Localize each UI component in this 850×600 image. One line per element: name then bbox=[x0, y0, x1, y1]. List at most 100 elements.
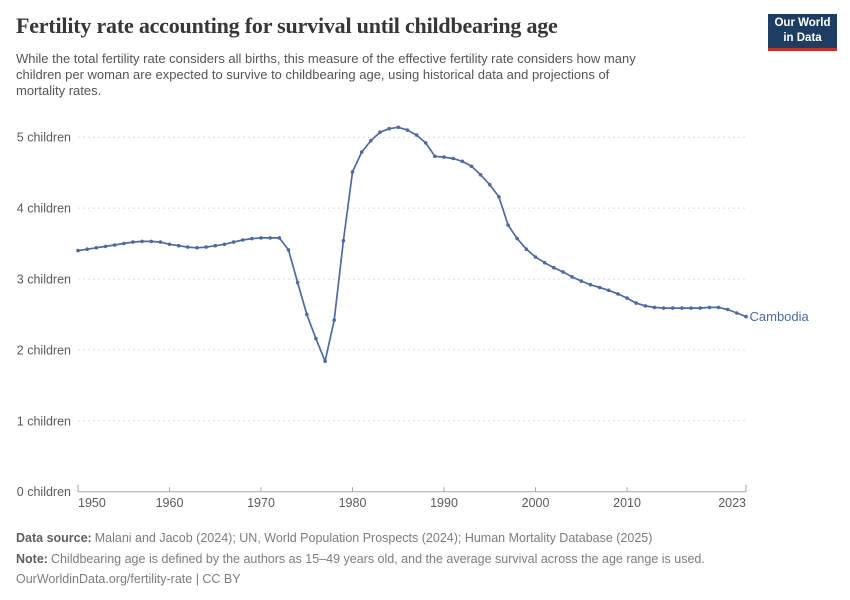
data-point bbox=[488, 182, 492, 187]
data-point bbox=[369, 138, 373, 143]
data-point bbox=[131, 240, 135, 244]
data-source-label: Data source: bbox=[16, 531, 92, 545]
cambodia-series-label[interactable]: Cambodia bbox=[750, 309, 810, 324]
data-point bbox=[643, 304, 648, 308]
data-point bbox=[442, 155, 446, 159]
data-source-line: Data source: Malani and Jacob (2024); UN,… bbox=[16, 528, 836, 549]
fertility-chart-svg: 0 children 1 children 2 children 3 children… bbox=[17, 125, 810, 510]
data-point bbox=[112, 243, 117, 247]
data-point bbox=[295, 280, 300, 285]
data-point bbox=[689, 306, 693, 310]
data-point bbox=[423, 141, 428, 145]
data-point bbox=[76, 248, 80, 253]
y-axis-label: 1 children bbox=[17, 414, 71, 428]
x-axis-label: 2000 bbox=[522, 496, 550, 510]
data-point bbox=[323, 359, 327, 363]
data-point bbox=[94, 246, 99, 250]
x-axis-ticks: 1950 1960 1970 1980 1990 2000 2010 2023 bbox=[77, 484, 747, 510]
data-point bbox=[661, 306, 666, 310]
data-point bbox=[277, 236, 282, 240]
data-point bbox=[634, 301, 638, 305]
y-axis-label: 4 children bbox=[17, 202, 71, 216]
data-point bbox=[378, 130, 382, 134]
page-title: Fertility rate accounting for survival u… bbox=[16, 13, 558, 38]
chart-subtitle: While the total fertility rate considers… bbox=[16, 51, 636, 100]
note-line: Note: Childbearing age is defined by the … bbox=[16, 549, 836, 570]
data-point bbox=[158, 240, 163, 244]
data-point bbox=[341, 238, 346, 243]
data-point bbox=[332, 318, 337, 322]
data-point bbox=[314, 336, 318, 341]
y-axis-label: 5 children bbox=[17, 131, 71, 145]
data-point bbox=[460, 159, 465, 164]
subtitle-line: mortality rates. bbox=[16, 83, 102, 99]
data-point bbox=[497, 195, 501, 199]
subtitle-line: children per woman are expected to survi… bbox=[16, 67, 610, 83]
data-point bbox=[625, 296, 629, 300]
x-axis-label: 2010 bbox=[613, 496, 641, 510]
data-point bbox=[204, 245, 208, 249]
x-axis-label: 1990 bbox=[430, 496, 458, 510]
data-point bbox=[414, 133, 419, 137]
citation-link[interactable]: OurWorldinData.org/fertility-rate | CC B… bbox=[16, 572, 241, 586]
data-point bbox=[305, 312, 309, 317]
data-point bbox=[186, 245, 190, 249]
data-source-text: Malani and Jacob (2024); UN, World Popul… bbox=[94, 531, 653, 545]
subtitle-line: While the total fertility rate considers… bbox=[16, 51, 636, 66]
y-axis-label: 3 children bbox=[17, 273, 71, 287]
x-axis-label: 2023 bbox=[718, 496, 746, 510]
data-point bbox=[350, 170, 355, 174]
owid-logo[interactable]: Our World in Data bbox=[768, 14, 837, 51]
data-point bbox=[149, 239, 153, 244]
data-point bbox=[707, 305, 712, 310]
data-point bbox=[606, 288, 611, 293]
data-point bbox=[396, 125, 401, 130]
data-point bbox=[671, 306, 675, 310]
data-point bbox=[286, 248, 291, 252]
data-point-markers bbox=[76, 125, 748, 363]
data-point bbox=[478, 173, 483, 177]
data-point bbox=[140, 239, 144, 244]
gridlines bbox=[78, 136, 746, 422]
data-point bbox=[515, 236, 519, 241]
data-point bbox=[213, 243, 218, 248]
note-label: Note: bbox=[16, 551, 48, 566]
y-axis-label: 0 children bbox=[17, 485, 71, 499]
data-point bbox=[176, 243, 181, 248]
x-axis-label: 1980 bbox=[339, 496, 367, 510]
x-axis-label: 1950 bbox=[78, 496, 106, 510]
data-point bbox=[579, 279, 584, 283]
data-point bbox=[570, 275, 574, 279]
data-point bbox=[542, 260, 547, 265]
data-point bbox=[744, 314, 748, 319]
data-point bbox=[268, 236, 273, 240]
data-point bbox=[725, 307, 730, 312]
data-point bbox=[597, 285, 602, 290]
y-axis-label: 2 children bbox=[17, 343, 71, 357]
data-point bbox=[85, 247, 89, 251]
data-point bbox=[698, 306, 702, 310]
data-point bbox=[231, 240, 236, 244]
data-point bbox=[240, 238, 245, 242]
data-point bbox=[405, 128, 410, 132]
data-point bbox=[433, 154, 437, 159]
data-point bbox=[359, 150, 364, 154]
data-point bbox=[533, 255, 538, 259]
x-axis-label: 1970 bbox=[247, 496, 275, 510]
data-point bbox=[259, 236, 263, 240]
data-point bbox=[552, 265, 556, 270]
data-point bbox=[195, 246, 199, 250]
data-point bbox=[680, 306, 684, 310]
data-point bbox=[735, 311, 739, 315]
data-point bbox=[103, 244, 108, 249]
data-point bbox=[524, 247, 529, 251]
data-point bbox=[616, 292, 620, 296]
data-point bbox=[250, 236, 254, 241]
y-axis-labels: 0 children 1 children 2 children 3 children… bbox=[17, 131, 71, 500]
data-point bbox=[387, 126, 391, 131]
data-point bbox=[506, 223, 510, 227]
chart-footer: Data source: Malani and Jacob (2024); UN,… bbox=[16, 528, 836, 590]
data-point bbox=[561, 270, 565, 274]
x-axis-label: 1960 bbox=[156, 496, 184, 510]
data-point bbox=[469, 164, 474, 169]
